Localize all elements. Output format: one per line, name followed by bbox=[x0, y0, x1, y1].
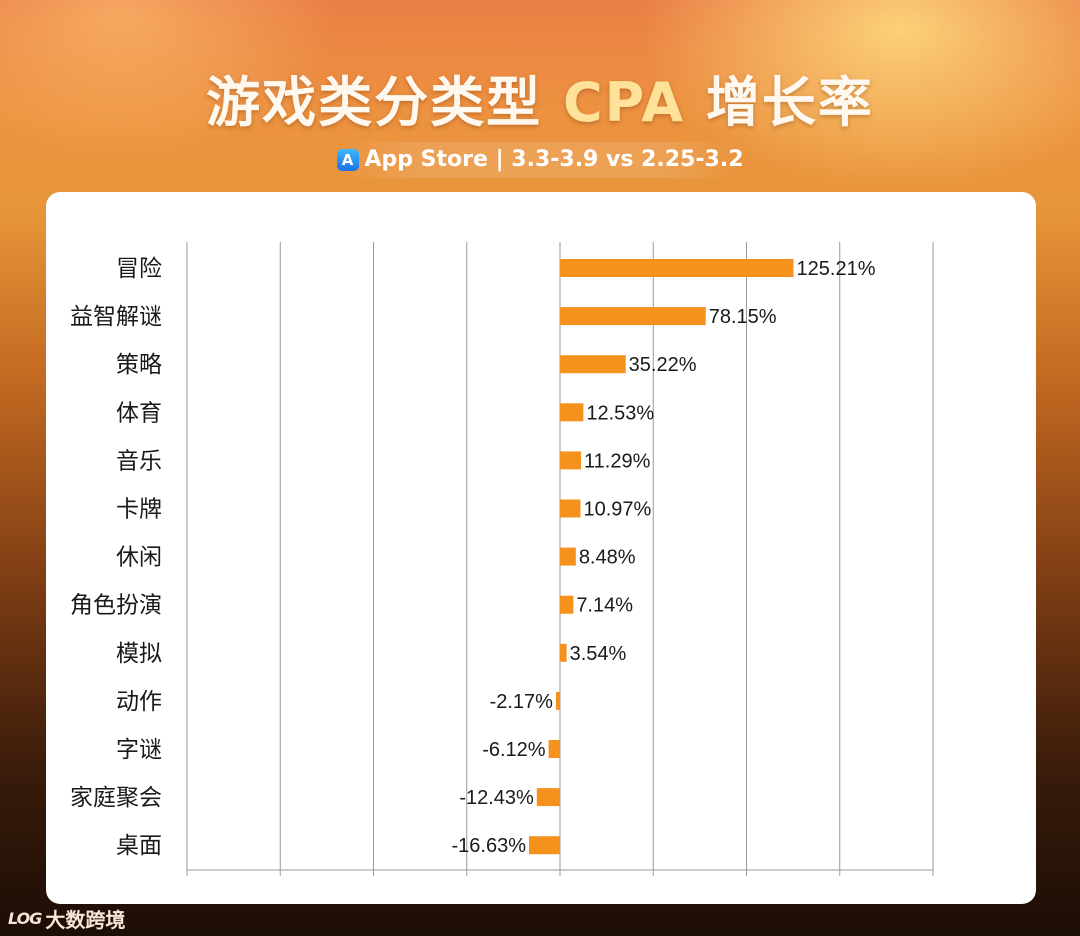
bar bbox=[560, 355, 626, 374]
bar bbox=[560, 499, 581, 518]
data-label: -16.63% bbox=[451, 835, 526, 857]
category-label: 模拟 bbox=[116, 641, 162, 667]
data-label: -6.12% bbox=[482, 739, 546, 761]
data-label: 11.29% bbox=[584, 450, 651, 472]
subtitle-text: App Store | 3.3-3.9 vs 2.25-3.2 bbox=[364, 147, 744, 172]
subtitle: A App Store | 3.3-3.9 vs 2.25-3.2 bbox=[0, 147, 1080, 172]
bar bbox=[560, 403, 584, 422]
data-label: 125.21% bbox=[797, 258, 876, 280]
category-label: 卡牌 bbox=[116, 497, 162, 523]
bar bbox=[555, 691, 560, 710]
brand-logo-mark: LOG bbox=[8, 908, 42, 928]
data-label: 35.22% bbox=[629, 354, 697, 376]
category-label: 益智解谜 bbox=[70, 304, 162, 330]
category-label: 体育 bbox=[116, 400, 162, 426]
data-label: 10.97% bbox=[583, 499, 651, 521]
category-label: 字谜 bbox=[116, 737, 162, 763]
title-accent: CPA bbox=[562, 71, 686, 134]
data-label: 12.53% bbox=[586, 402, 654, 424]
title-prefix: 游戏类分类型 bbox=[206, 71, 563, 134]
category-label: 动作 bbox=[116, 689, 162, 715]
category-label: 桌面 bbox=[116, 833, 162, 859]
data-label: 78.15% bbox=[709, 306, 777, 328]
title-suffix: 增长率 bbox=[685, 71, 874, 134]
chart-card: 冒险 125.21% 益智解谜 78.15% 策略 35.22% 体育 12.53% 音乐 11.… bbox=[46, 192, 1036, 904]
category-label: 音乐 bbox=[116, 448, 162, 474]
bar bbox=[560, 307, 706, 326]
data-label: -2.17% bbox=[490, 691, 554, 713]
bar bbox=[560, 643, 567, 662]
data-label: -12.43% bbox=[459, 787, 534, 809]
category-label: 策略 bbox=[116, 352, 162, 378]
app-store-icon: A bbox=[336, 148, 359, 171]
data-label: 8.48% bbox=[579, 547, 636, 569]
bar bbox=[560, 451, 582, 470]
brand-logo: LOG 大数跨境 bbox=[8, 904, 125, 932]
bar bbox=[560, 547, 576, 566]
bar-chart: 冒险 125.21% 益智解谜 78.15% 策略 35.22% 体育 12.53% 音乐 11.… bbox=[70, 242, 934, 876]
subtitle-background bbox=[340, 142, 740, 178]
category-label: 角色扮演 bbox=[70, 593, 162, 619]
category-label: 家庭聚会 bbox=[70, 785, 162, 811]
data-label: 7.14% bbox=[576, 595, 633, 617]
page-title: 游戏类分类型 CPA 增长率 bbox=[0, 58, 1080, 137]
bar bbox=[560, 259, 794, 277]
category-label: 休闲 bbox=[116, 545, 162, 571]
bar bbox=[548, 740, 560, 758]
category-label: 冒险 bbox=[116, 256, 162, 282]
bar bbox=[528, 836, 560, 855]
bar bbox=[536, 788, 560, 807]
brand-name: 大数跨境 bbox=[45, 907, 126, 932]
bar bbox=[560, 595, 574, 614]
data-label: 3.54% bbox=[570, 643, 627, 665]
